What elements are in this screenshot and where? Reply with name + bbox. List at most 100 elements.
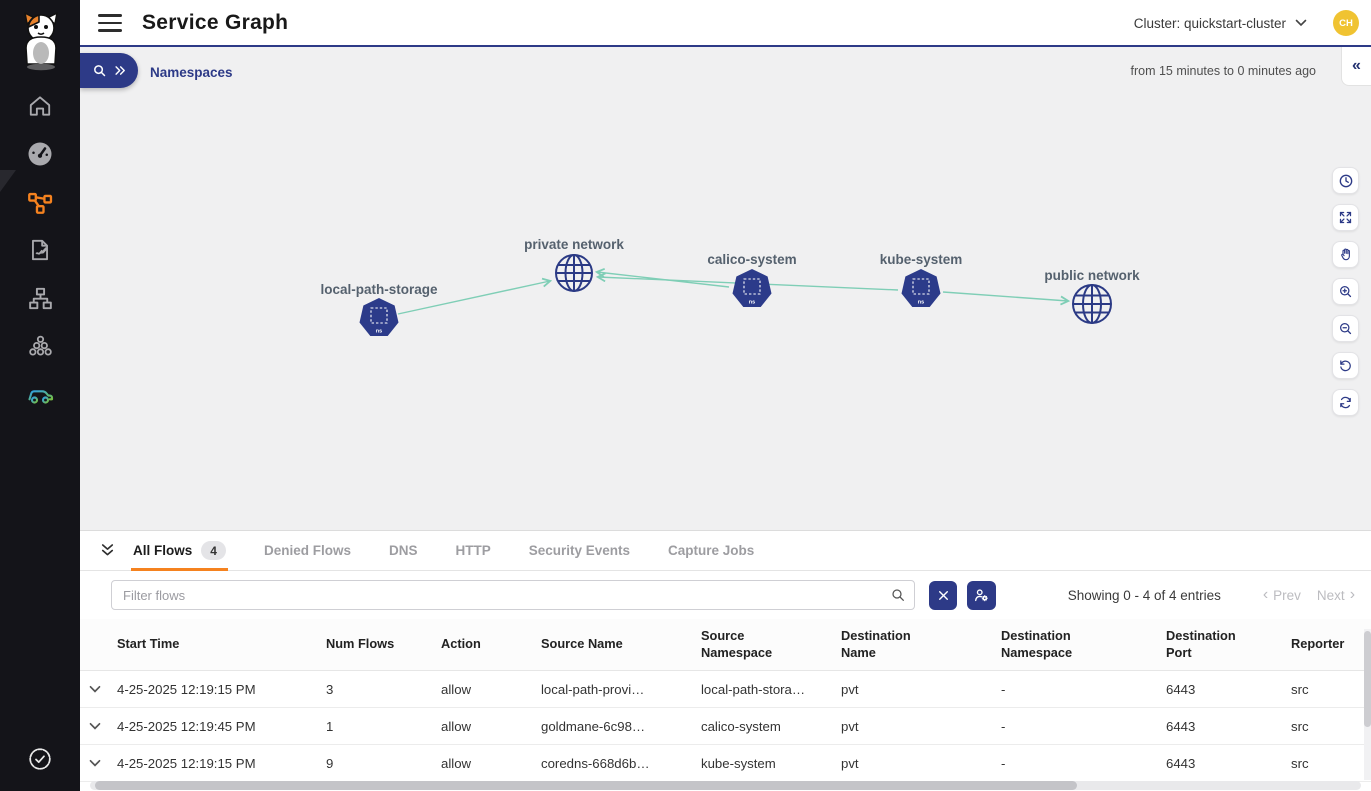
filter-flows-input[interactable] <box>111 580 915 610</box>
top-header: Service Graph Cluster: quickstart-cluste… <box>80 0 1371 46</box>
cell-num-flows: 9 <box>326 755 334 771</box>
vertical-scrollbar[interactable] <box>1364 629 1371 780</box>
cluster-selector[interactable]: Cluster: quickstart-cluster <box>1134 16 1307 31</box>
time-settings-button[interactable] <box>1332 167 1359 194</box>
showing-entries-label: Showing 0 - 4 of 4 entries <box>1067 587 1221 603</box>
user-settings-button[interactable] <box>967 580 996 610</box>
badge-check-icon <box>29 748 51 770</box>
report-pencil-icon <box>32 239 48 261</box>
pan-mode-button[interactable] <box>1332 241 1359 268</box>
zoom-in-icon <box>1340 286 1352 298</box>
cell-start-time: 4-25-2025 12:19:45 PM <box>117 718 256 734</box>
fit-to-view-button[interactable] <box>1332 204 1359 231</box>
tab-dns[interactable]: DNS <box>387 531 420 571</box>
workload-cluster-icon <box>28 335 52 355</box>
breadcrumb[interactable]: Namespaces <box>150 65 233 80</box>
tab-label: Capture Jobs <box>668 543 755 558</box>
vertical-scrollbar-thumb[interactable] <box>1364 631 1371 727</box>
calico-cat-logo <box>24 12 58 71</box>
hamburger-menu-button[interactable] <box>98 14 122 32</box>
sidebar-item-reports[interactable] <box>0 226 80 274</box>
time-range-label: from 15 minutes to 0 minutes ago <box>1130 64 1316 78</box>
cell-destination-port: 6443 <box>1166 681 1196 697</box>
network-tree-icon <box>28 287 52 309</box>
tab-http[interactable]: HTTP <box>453 531 492 571</box>
sidebar-item-home[interactable] <box>0 82 80 130</box>
ns-badge: ns <box>376 329 382 335</box>
next-page-button[interactable]: Next › <box>1317 587 1355 603</box>
cell-destination-name: pvt <box>841 755 859 771</box>
sidebar-item-workloads[interactable] <box>0 322 80 370</box>
zoom-in-button[interactable] <box>1332 278 1359 305</box>
graph-search-button[interactable] <box>80 53 138 88</box>
dashboard-gauge-icon <box>28 142 52 166</box>
chevrons-left-icon: « <box>1352 57 1361 74</box>
cluster-selector-label: Cluster: quickstart-cluster <box>1133 15 1286 31</box>
sidebar-item-dashboard[interactable] <box>0 130 80 178</box>
user-gear-icon <box>975 588 988 601</box>
edge-localpath-to-private[interactable] <box>397 277 553 315</box>
graph-node-kube-system[interactable]: ns <box>901 269 941 307</box>
tab-capture-jobs[interactable]: Capture Jobs <box>666 531 756 571</box>
col-reporter: Reporter <box>1291 636 1345 652</box>
node-label-kube-system: kube-system <box>880 252 963 267</box>
clear-filter-button[interactable] <box>928 580 958 610</box>
sidebar-item-network[interactable] <box>0 274 80 322</box>
graph-node-public-network[interactable] <box>1072 284 1112 324</box>
reset-view-button[interactable] <box>1332 352 1359 379</box>
row-expand-chevron-icon[interactable] <box>89 722 101 731</box>
pagination: ‹ Prev Next › <box>1263 587 1355 603</box>
home-icon <box>29 96 51 116</box>
col-destination-port: Destination Port <box>1166 627 1236 660</box>
avatar[interactable]: CH <box>1333 10 1359 36</box>
tab-label: Security Events <box>528 543 631 558</box>
col-source-namespace: Source Namespace <box>701 627 773 660</box>
tab-denied-flows[interactable]: Denied Flows <box>262 531 353 571</box>
avatar-initials: CH <box>1339 17 1353 29</box>
hand-icon <box>1341 248 1350 261</box>
node-label-private-network: private network <box>524 237 624 252</box>
page-title: Service Graph <box>142 11 289 34</box>
cell-reporter: src <box>1291 755 1309 771</box>
service-graph-canvas: Namespaces from 15 minutes to 0 minutes … <box>80 47 1371 530</box>
chevron-down-icon <box>1295 19 1307 27</box>
table-row[interactable]: 4-25-2025 12:19:15 PM 3 allow local-path… <box>80 671 1371 708</box>
cell-destination-port: 6443 <box>1166 718 1196 734</box>
table-row[interactable]: 4-25-2025 12:19:45 PM 1 allow goldmane-6… <box>80 708 1371 745</box>
active-nav-wedge <box>0 170 16 192</box>
cell-destination-namespace: - <box>1001 718 1006 734</box>
sidebar-item-compliance[interactable] <box>0 370 80 418</box>
graph-node-calico-system[interactable]: ns <box>732 269 772 307</box>
cell-action: allow <box>441 718 472 734</box>
collapse-side-panel-button[interactable]: « <box>1341 47 1371 86</box>
zoom-out-button[interactable] <box>1332 315 1359 342</box>
edge-kube-to-public[interactable] <box>942 291 1071 306</box>
graph-node-private-network[interactable] <box>555 254 593 292</box>
horizontal-scrollbar[interactable] <box>90 781 1361 790</box>
tab-label: HTTP <box>455 543 491 558</box>
graph-node-local-path-storage[interactable]: ns <box>359 298 399 336</box>
sidebar-item-service-graph[interactable] <box>0 178 80 226</box>
sidebar-item-verified[interactable] <box>0 745 80 773</box>
collapse-flows-button[interactable] <box>96 540 118 562</box>
tab-security-events[interactable]: Security Events <box>527 531 632 571</box>
graph-tools <box>1332 167 1359 416</box>
cell-reporter: src <box>1291 681 1309 697</box>
col-source-name: Source Name <box>541 636 623 652</box>
tab-all-flows[interactable]: All Flows 4 <box>131 531 228 571</box>
refresh-icon <box>1340 396 1351 409</box>
flows-tabs: All Flows 4 Denied Flows DNS HTTP Securi… <box>131 531 756 571</box>
table-row[interactable]: 4-25-2025 12:19:15 PM 9 allow coredns-66… <box>80 745 1371 782</box>
cell-reporter: src <box>1291 718 1309 734</box>
row-expand-chevron-icon[interactable] <box>89 685 101 694</box>
search-icon <box>892 589 904 601</box>
cell-destination-namespace: - <box>1001 755 1006 771</box>
refresh-button[interactable] <box>1332 389 1359 416</box>
horizontal-scrollbar-thumb[interactable] <box>95 781 1077 790</box>
cell-start-time: 4-25-2025 12:19:15 PM <box>117 755 256 771</box>
clock-icon <box>1339 174 1352 187</box>
cell-source-namespace: calico-system <box>701 718 781 734</box>
cell-source-name: local-path-provi… <box>541 681 645 697</box>
row-expand-chevron-icon[interactable] <box>89 759 101 768</box>
prev-page-button[interactable]: ‹ Prev <box>1263 587 1301 603</box>
